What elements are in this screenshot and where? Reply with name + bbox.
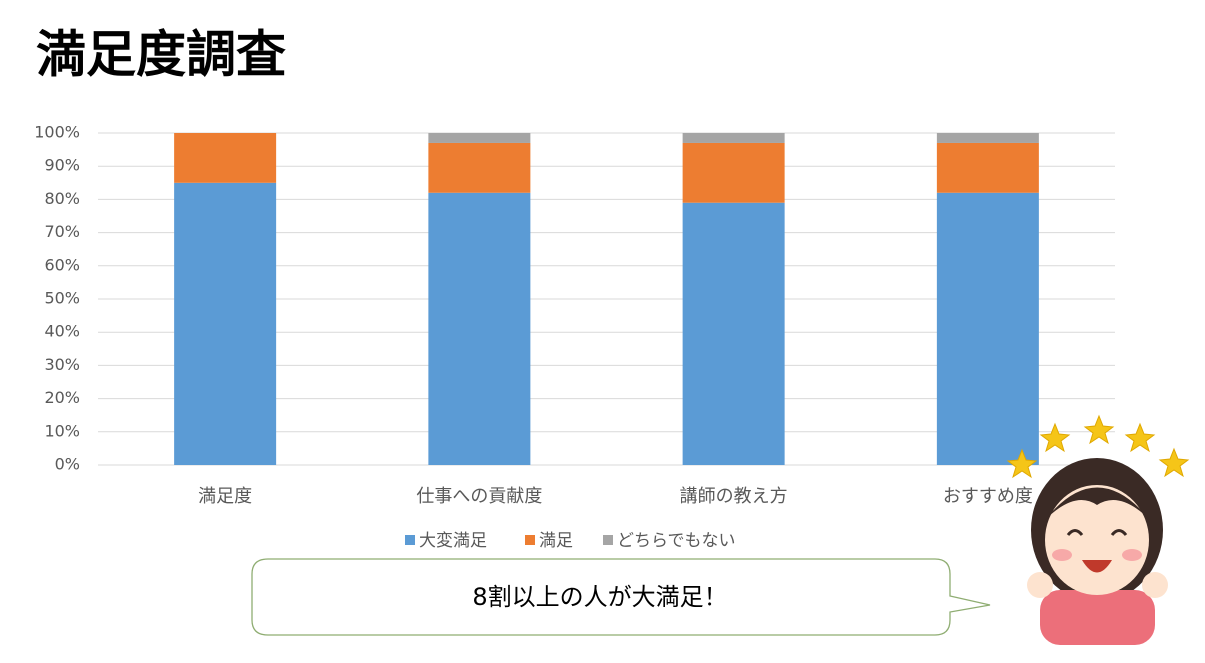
x-tick-label: 満足度 bbox=[198, 486, 252, 507]
bar-segment bbox=[936, 142, 1039, 193]
bar-segment bbox=[428, 192, 531, 465]
legend-swatch bbox=[525, 535, 535, 545]
y-tick-label: 60% bbox=[44, 255, 80, 274]
callout-box bbox=[251, 558, 991, 636]
legend-swatch bbox=[603, 535, 613, 545]
slide-title: 満足度調査 bbox=[36, 26, 286, 84]
y-tick-label: 40% bbox=[44, 322, 80, 341]
legend-swatch bbox=[405, 535, 415, 545]
bar-segment bbox=[174, 182, 277, 466]
bar-segment bbox=[936, 133, 1039, 143]
x-tick-label: 仕事への貢献度 bbox=[416, 486, 542, 507]
y-tick-label: 10% bbox=[44, 421, 80, 440]
illustration bbox=[1006, 414, 1190, 645]
y-tick-label: 50% bbox=[44, 289, 80, 308]
x-tick-label: 講師の教え方 bbox=[680, 486, 788, 507]
bar-segment bbox=[682, 202, 785, 465]
y-tick-label: 100% bbox=[34, 123, 80, 142]
bar-segment bbox=[428, 133, 531, 143]
y-tick-label: 0% bbox=[55, 455, 80, 474]
legend-label: どちらでもない bbox=[617, 531, 736, 551]
y-tick-label: 20% bbox=[44, 388, 80, 407]
x-tick-label: おすすめ度 bbox=[943, 486, 1033, 507]
y-tick-label: 90% bbox=[44, 156, 80, 175]
bar-segment bbox=[682, 142, 785, 203]
y-tick-label: 80% bbox=[44, 189, 80, 208]
legend-label: 満足 bbox=[539, 531, 573, 551]
legend-label: 大変満足 bbox=[419, 531, 487, 551]
callout-text: 8割以上の人が大満足！ bbox=[472, 583, 727, 611]
bar-segment bbox=[174, 133, 277, 183]
bar-segment bbox=[936, 192, 1039, 465]
bar-segment bbox=[428, 142, 531, 193]
chart: 0% 10% 20% 30% 40% 50% 60% 70% 80% 90% 100% 満足度 仕事への… bbox=[34, 123, 1115, 551]
y-tick-label: 30% bbox=[44, 355, 80, 374]
bar-segment bbox=[682, 133, 785, 143]
y-tick-label: 70% bbox=[44, 222, 80, 241]
